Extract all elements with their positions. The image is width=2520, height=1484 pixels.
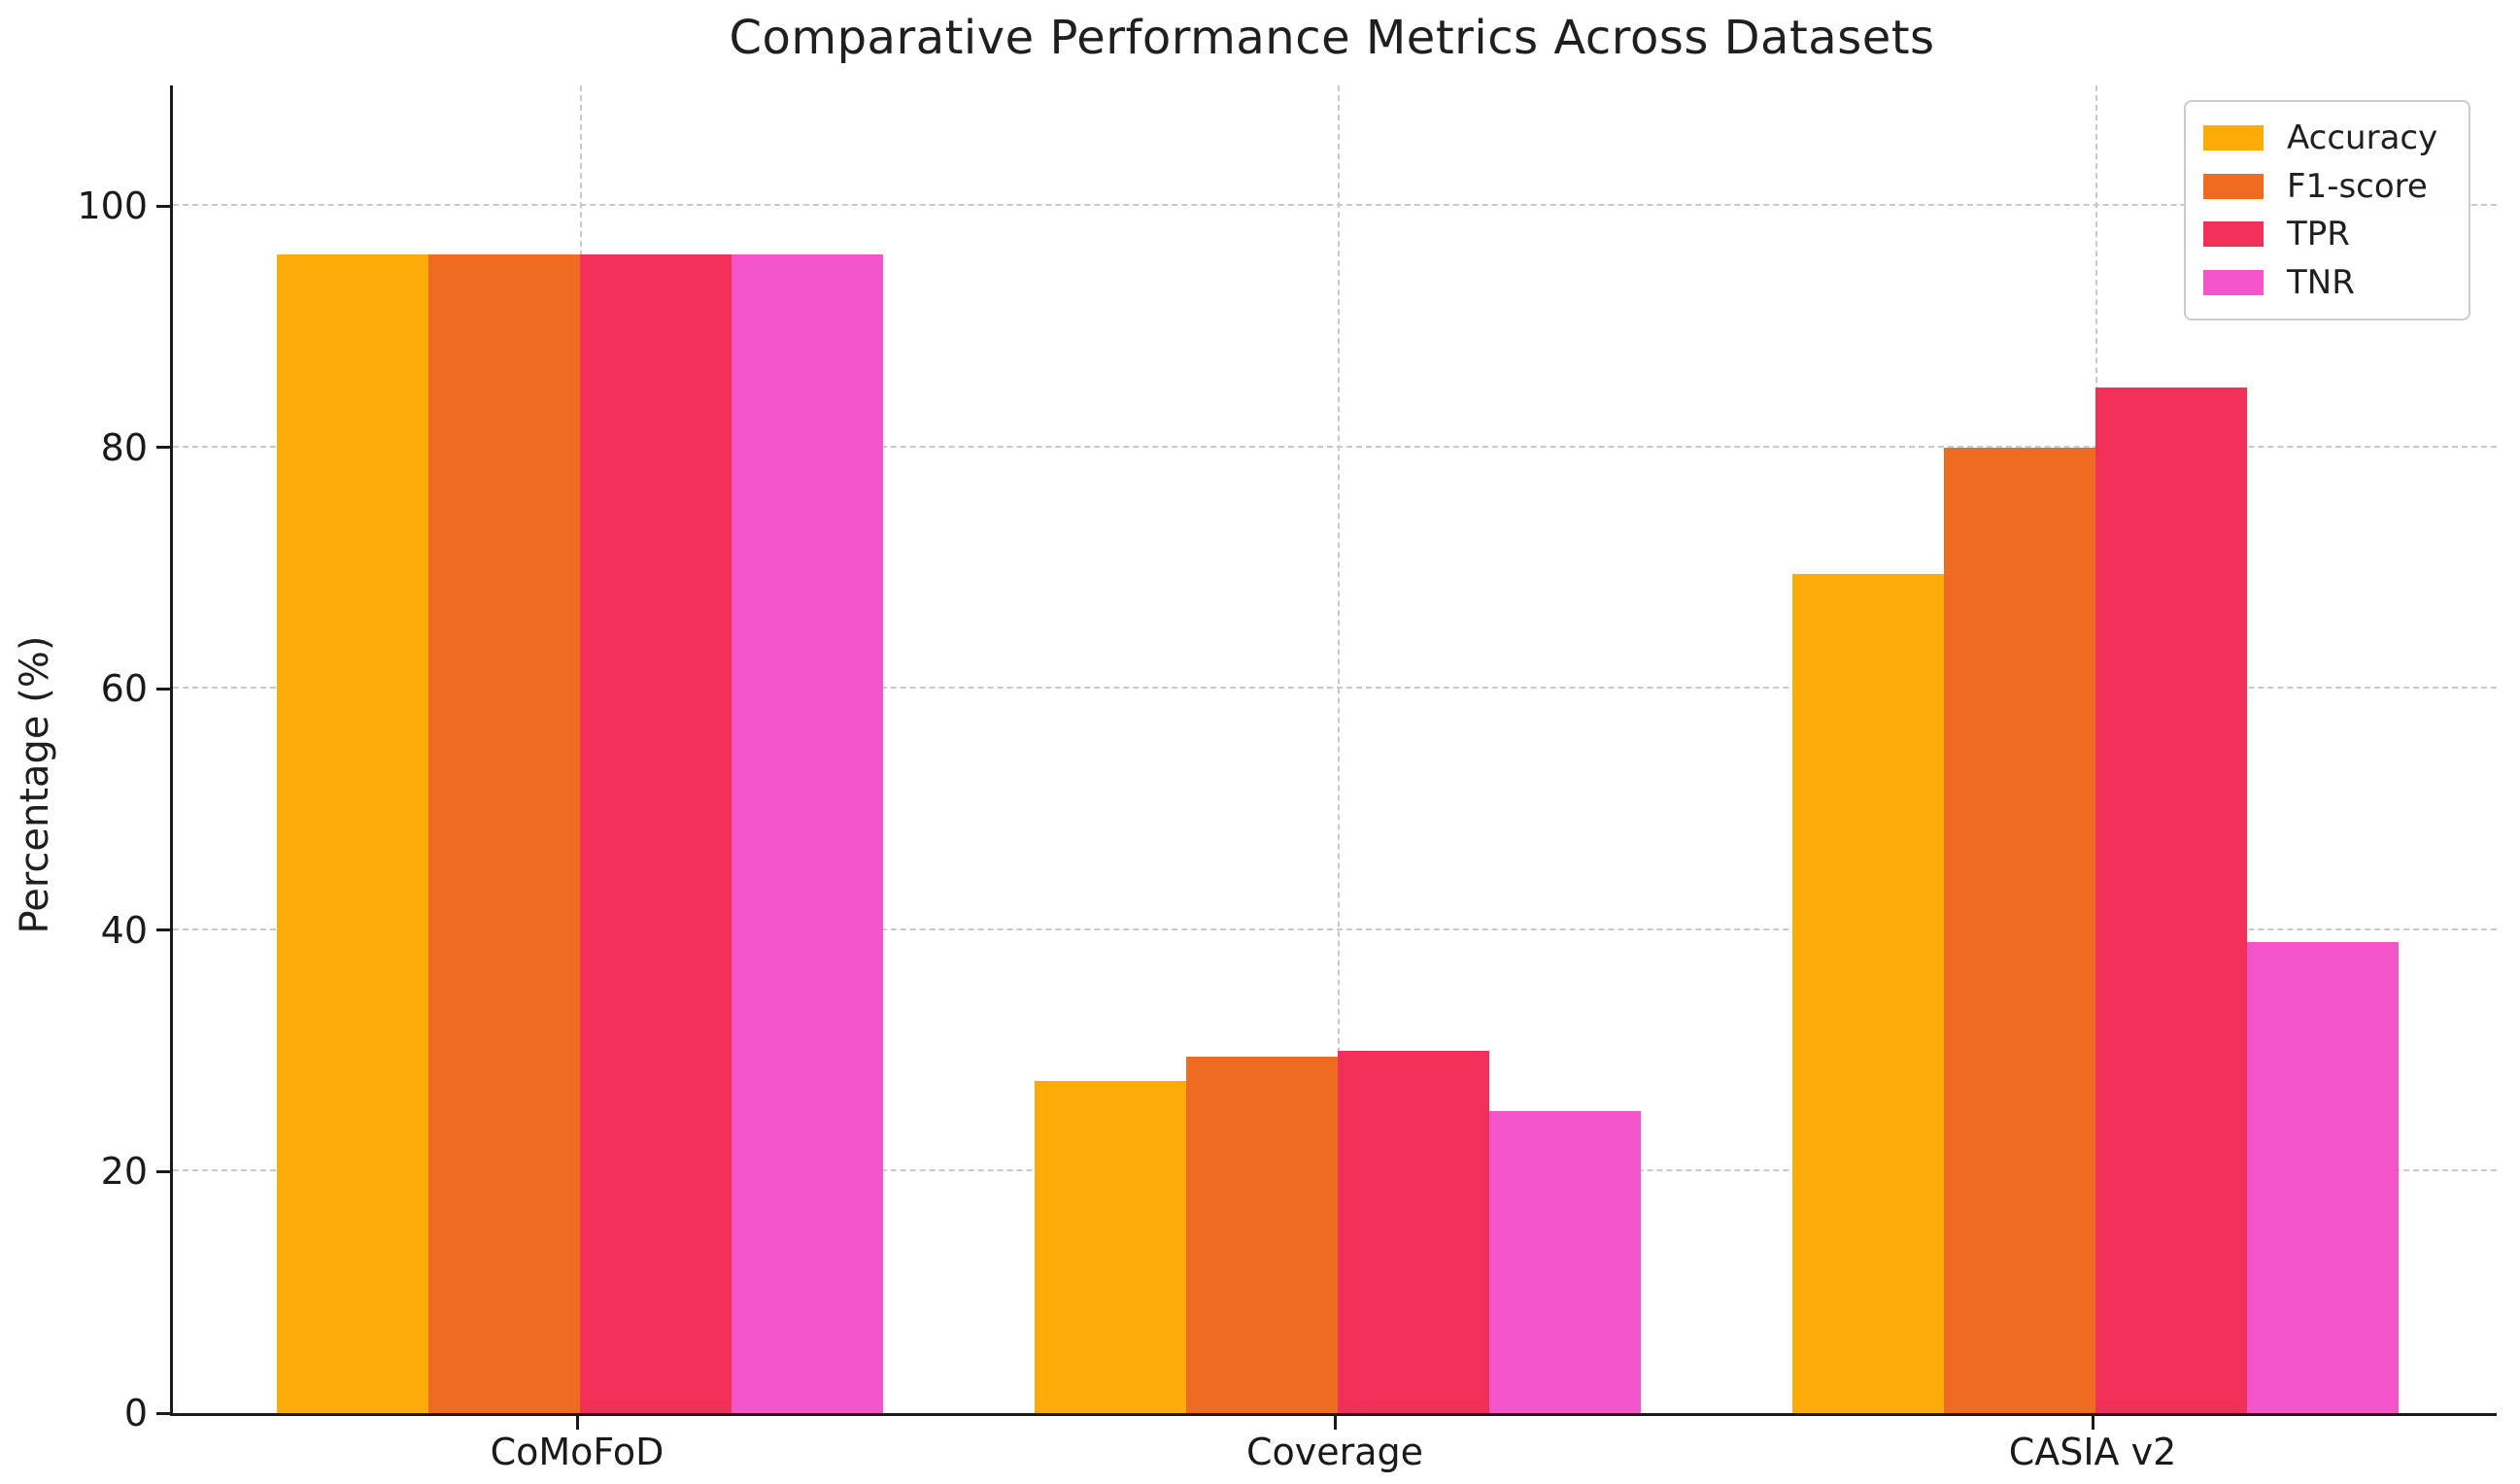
ytick-mark-40 <box>156 928 170 932</box>
bar-accuracy-comofod <box>277 254 428 1413</box>
gridline-y-40 <box>173 928 2497 930</box>
gridline-y-100 <box>173 204 2497 207</box>
bar-tpr-coverage <box>1338 1051 1489 1413</box>
ytick-mark-60 <box>156 687 170 691</box>
legend-label-tnr: TNR <box>2287 263 2355 303</box>
bar-tpr-casia-v2 <box>2095 387 2247 1413</box>
bar-group-coverage <box>1035 1051 1641 1413</box>
xtick-label-casia-v2: CASIA v2 <box>2008 1431 2177 1473</box>
legend-label-accuracy: Accuracy <box>2287 118 2438 157</box>
ytick-label-80: 80 <box>100 425 148 469</box>
xtick-mark-coverage <box>1333 1416 1337 1430</box>
ytick-mark-0 <box>156 1411 170 1415</box>
bar-tnr-coverage <box>1489 1111 1641 1413</box>
xtick-label-comofod: CoMoFoD <box>490 1431 664 1473</box>
bar-tnr-comofod <box>732 254 883 1413</box>
legend-item-tnr: TNR <box>2203 263 2451 302</box>
legend-swatch-tpr <box>2203 221 2264 248</box>
xtick-mark-comofod <box>575 1416 579 1430</box>
legend-label-f1-score: F1-score <box>2287 166 2428 206</box>
legend-label-tpr: TPR <box>2287 215 2350 254</box>
bar-tpr-comofod <box>580 254 732 1413</box>
gridline-y-60 <box>173 687 2497 690</box>
legend: Accuracy F1-score TPR TNR <box>2184 100 2470 320</box>
ytick-label-100: 100 <box>77 185 148 228</box>
bar-accuracy-coverage <box>1035 1081 1186 1413</box>
xtick-mark-casia-v2 <box>2091 1416 2094 1430</box>
plot-area <box>170 85 2497 1416</box>
legend-item-accuracy: Accuracy <box>2203 118 2451 157</box>
bar-f1-score-comofod <box>428 254 580 1413</box>
gridline-x-coverage <box>1338 85 1340 1413</box>
bar-group-comofod <box>277 254 883 1413</box>
ytick-label-60: 60 <box>100 667 148 711</box>
gridline-y-80 <box>173 445 2497 448</box>
chart-title: Comparative Performance Metrics Across D… <box>729 11 1935 65</box>
ytick-label-20: 20 <box>100 1150 148 1194</box>
bar-f1-score-casia-v2 <box>1944 447 2095 1413</box>
ytick-label-40: 40 <box>100 908 148 952</box>
legend-swatch-accuracy <box>2203 124 2264 151</box>
bar-accuracy-casia-v2 <box>1792 574 1944 1413</box>
xtick-label-coverage: Coverage <box>1245 1431 1424 1473</box>
ytick-mark-100 <box>156 204 170 208</box>
ytick-mark-80 <box>156 446 170 450</box>
legend-item-tpr: TPR <box>2203 215 2451 253</box>
bar-f1-score-coverage <box>1186 1057 1338 1413</box>
ytick-label-0: 0 <box>123 1392 148 1434</box>
legend-item-f1-score: F1-score <box>2203 167 2451 206</box>
legend-swatch-tnr <box>2203 270 2264 296</box>
ytick-mark-20 <box>156 1169 170 1173</box>
bar-group-casia-v2 <box>1792 387 2399 1413</box>
bar-tnr-casia-v2 <box>2247 942 2399 1413</box>
legend-swatch-f1-score <box>2203 173 2264 199</box>
